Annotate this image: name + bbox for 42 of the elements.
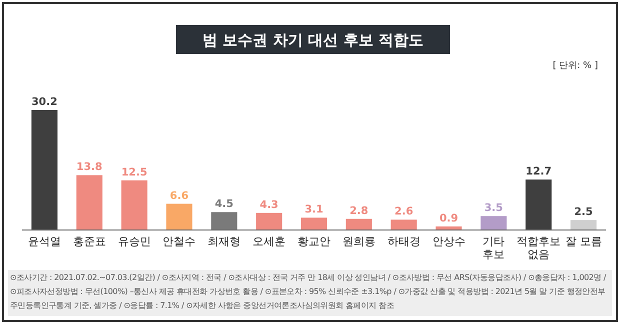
data-label: 4.5 [214,198,234,210]
x-tick-label: 적합후보 없음 [516,235,561,261]
text: [ 단위: % ] [552,61,598,71]
x-tick-label: 윤석열 [28,235,61,248]
x-tick-label: 오세훈 [252,235,286,248]
x-tick-label: 유승민 [118,235,151,248]
data-label: 2.8 [350,204,368,217]
data-label: 0.9 [439,212,458,224]
data-label: 3.5 [484,202,503,214]
data-label: 2.5 [574,206,593,218]
bar [480,216,507,230]
bar [570,220,597,230]
bar [300,218,328,230]
data-label: 2.6 [394,206,414,218]
x-tick-label: 황교안 [298,235,330,248]
bar [390,220,417,230]
data-label: 12.7 [526,166,552,178]
chart-title: 범 보수권 차기 대선 후보 적합도 [202,31,424,49]
x-tick-label: 안상수 [432,235,466,248]
bar [211,212,238,230]
bar [76,175,102,230]
bar [526,180,552,230]
x-tick-label: 하태경 [387,235,420,248]
x-tick-label: 원희룡 [342,235,376,248]
data-label: 13.8 [76,161,102,174]
data-label: 3.1 [304,204,324,216]
bar [166,204,192,230]
x-tick-label: 홍준표 [72,235,106,248]
data-label: 6.6 [170,190,189,202]
x-tick-label: 기타 후보 [482,235,505,261]
x-tick-label: 잘 모름 [565,235,602,248]
data-label: 30.2 [32,96,58,108]
bar [31,110,58,230]
bar [121,180,148,230]
data-label: 4.3 [260,198,278,211]
text: ⊙조사기간 : 2021.07.02.~07.03.(2일간) / ⊙조사지역 : 전국 / ⊙조사대상 : 전국 거주 만 18세 이상 성인남녀 / ⊙조사방법 : 무선 ARS(자동응답조사) / ⊙총응답자 : 1,002명 / [10,273,606,282]
bar [256,212,282,230]
x-tick-label: 최재형 [208,235,241,248]
x-tick-label: 안철수 [162,235,196,248]
bar [346,218,372,230]
text: ⊙피조사자선정방법 : 무선(100%) –통신사 제공 휴대전화 가상번호 활용 / ⊙표본오차 : 95% 신뢰수준 ±3.1%p / ⊙가중값 산출 및 적용방법 : 2021년 5월 말 기준 행정안전부 주민등록인구통계 기준, 셀가중 / ⊙응답률 : 7.1% / ⊙자세한 사항은 중앙선거여론조사심의위원회 홈페이지 참조 [10,287,606,310]
data-label: 12.5 [121,166,148,178]
